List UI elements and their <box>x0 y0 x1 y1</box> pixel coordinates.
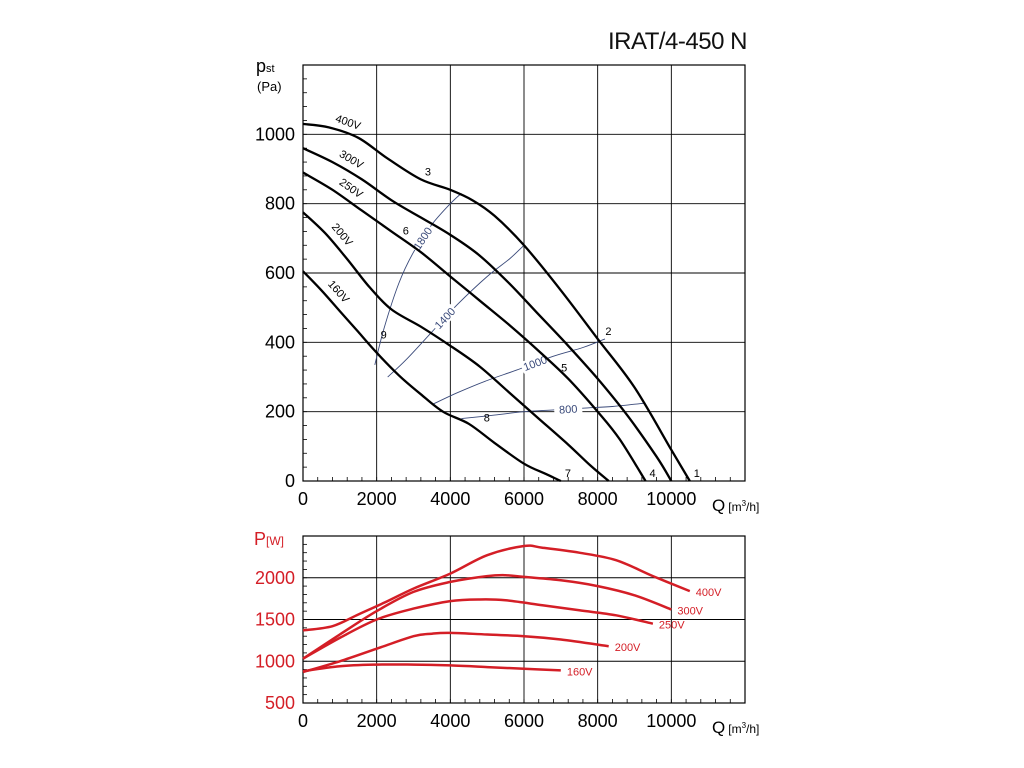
y-axis-unit: (Pa) <box>257 79 282 94</box>
x-tick-label: 8000 <box>578 489 618 509</box>
x-tick-label: 2000 <box>357 711 397 731</box>
pressure-curve-label-300V: 300V <box>337 148 366 172</box>
operating-point-8: 8 <box>484 413 490 425</box>
y-axis-label: pst <box>256 56 275 76</box>
power-y-axis-label: P[W] <box>254 529 284 549</box>
model-title: IRAT/4-450 N <box>608 28 747 55</box>
power-curve-label-200V: 200V <box>615 642 641 654</box>
rpm-label-800: 800 <box>559 404 578 417</box>
y-tick-label: 200 <box>265 402 295 422</box>
operating-point-7: 7 <box>565 468 571 480</box>
y-tick-label: 1500 <box>255 610 295 630</box>
x-tick-label: 0 <box>298 489 308 509</box>
operating-point-5: 5 <box>561 362 567 374</box>
operating-point-4: 4 <box>650 468 656 480</box>
y-tick-label: 600 <box>265 263 295 283</box>
rpm-label-bg <box>409 223 436 254</box>
operating-point-3: 3 <box>425 166 431 178</box>
pressure-curve-250V <box>302 171 647 482</box>
power-curve-label-250V: 250V <box>659 620 685 632</box>
y-tick-label: 2000 <box>255 568 295 588</box>
pressure-curve-label-250V: 250V <box>337 176 365 201</box>
pressure-curve-200V <box>302 211 610 482</box>
y-tick-label: 0 <box>285 471 295 491</box>
power-curve-160V <box>302 663 561 673</box>
operating-point-9: 9 <box>381 329 387 341</box>
power-curve-400V <box>302 544 691 632</box>
power-curve-200V <box>302 631 609 674</box>
power-curve-300V <box>302 573 672 660</box>
rpm-label-bg <box>430 303 459 333</box>
x-tick-label: 6000 <box>504 711 544 731</box>
power-chart: 500 1000 1500 2000 0 2000 4000 6000 8000 10000 P[W… <box>254 529 759 737</box>
rpm-curve-1000 <box>431 338 606 406</box>
pressure-curve-400V <box>302 122 691 482</box>
pressure-curve-300V <box>302 147 673 482</box>
operating-point-1: 1 <box>694 468 700 480</box>
rpm-curve-1800 <box>374 192 462 366</box>
rpm-curve-800 <box>461 402 646 420</box>
y-tick-label: 500 <box>265 693 295 713</box>
rpm-curve-1400 <box>387 244 525 378</box>
x-tick-label: 4000 <box>430 711 470 731</box>
x-tick-label: 10000 <box>646 489 696 509</box>
x-axis-label: Q [m3/h] <box>712 718 759 737</box>
plot-frame <box>302 535 746 704</box>
y-tick-label: 400 <box>265 332 295 352</box>
rpm-label-bg <box>553 402 583 416</box>
pressure-curve-160V <box>302 270 562 483</box>
x-tick-label: 4000 <box>430 489 470 509</box>
power-curve-250V <box>302 598 654 660</box>
pressure-curve-label-200V: 200V <box>329 221 355 249</box>
operating-point-6: 6 <box>403 225 409 237</box>
x-tick-label: 6000 <box>504 489 544 509</box>
power-curve-label-300V: 300V <box>677 605 703 617</box>
y-tick-label: 1000 <box>255 651 295 671</box>
x-axis-label: Q [m3/h] <box>712 496 759 515</box>
power-curve-label-400V: 400V <box>696 587 722 599</box>
x-tick-label: 8000 <box>578 711 618 731</box>
x-tick-label: 10000 <box>646 711 696 731</box>
power-curve-label-160V: 160V <box>567 666 593 678</box>
plot-frame <box>302 64 746 482</box>
rpm-label-bg <box>519 352 551 374</box>
operating-point-2: 2 <box>605 326 611 338</box>
pressure-curve-label-160V: 160V <box>325 278 351 306</box>
y-tick-label: 800 <box>265 194 295 214</box>
x-tick-label: 2000 <box>357 489 397 509</box>
y-tick-label: 1000 <box>255 124 295 144</box>
x-tick-label: 0 <box>298 711 308 731</box>
